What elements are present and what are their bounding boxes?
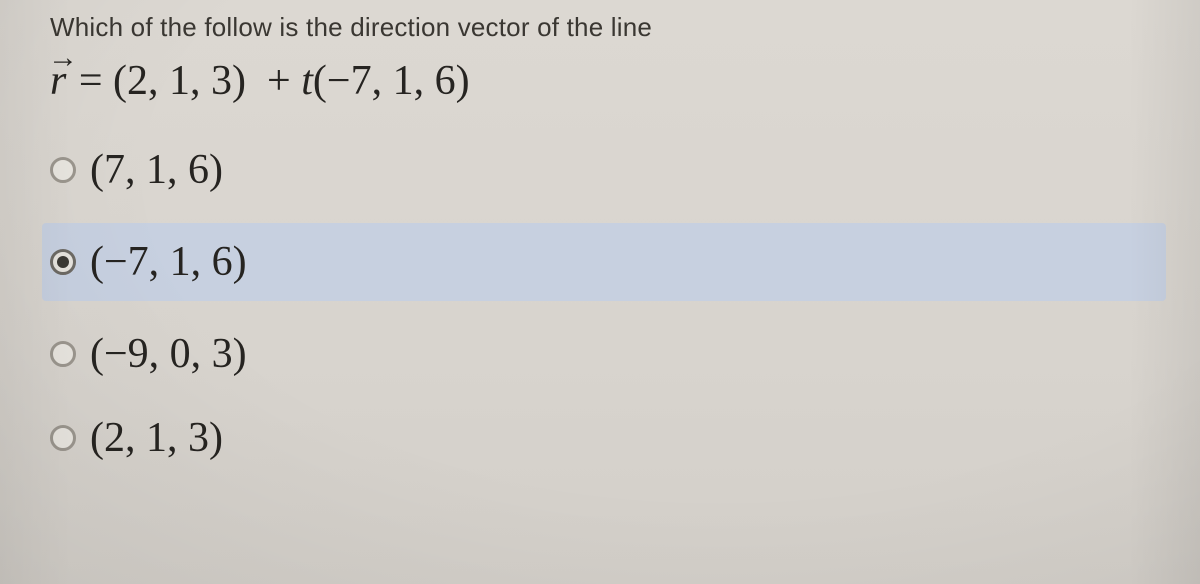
- equation-param: t: [301, 58, 313, 104]
- radio-icon: [50, 249, 76, 275]
- equation-direction: (−7, 1, 6): [313, 58, 470, 104]
- answer-option-label: (−9, 0, 3): [90, 333, 247, 375]
- equation-body: = (2, 1, 3) + t(−7, 1, 6): [68, 57, 469, 105]
- question-equation: → r = (2, 1, 3) + t(−7, 1, 6): [50, 57, 1172, 105]
- answer-option-b[interactable]: (−7, 1, 6): [42, 223, 1166, 301]
- vector-arrow-icon: →: [48, 41, 76, 75]
- answer-option-label: (−7, 1, 6): [90, 241, 247, 283]
- quiz-question-card: Which of the follow is the direction vec…: [0, 0, 1200, 584]
- answer-options: (7, 1, 6) (−7, 1, 6) (−9, 0, 3) (2, 1, 3…: [50, 139, 1172, 491]
- answer-option-c[interactable]: (−9, 0, 3): [50, 323, 1172, 385]
- equation-point: (2, 1, 3): [113, 58, 246, 104]
- answer-option-d[interactable]: (2, 1, 3): [50, 407, 1172, 469]
- question-prompt: Which of the follow is the direction vec…: [50, 12, 1172, 43]
- radio-icon: [50, 425, 76, 451]
- radio-icon: [50, 341, 76, 367]
- vector-r-symbol: → r: [50, 57, 68, 105]
- radio-icon: [50, 157, 76, 183]
- answer-option-a[interactable]: (7, 1, 6): [50, 139, 1172, 201]
- answer-option-label: (7, 1, 6): [90, 149, 223, 191]
- answer-option-label: (2, 1, 3): [90, 417, 223, 459]
